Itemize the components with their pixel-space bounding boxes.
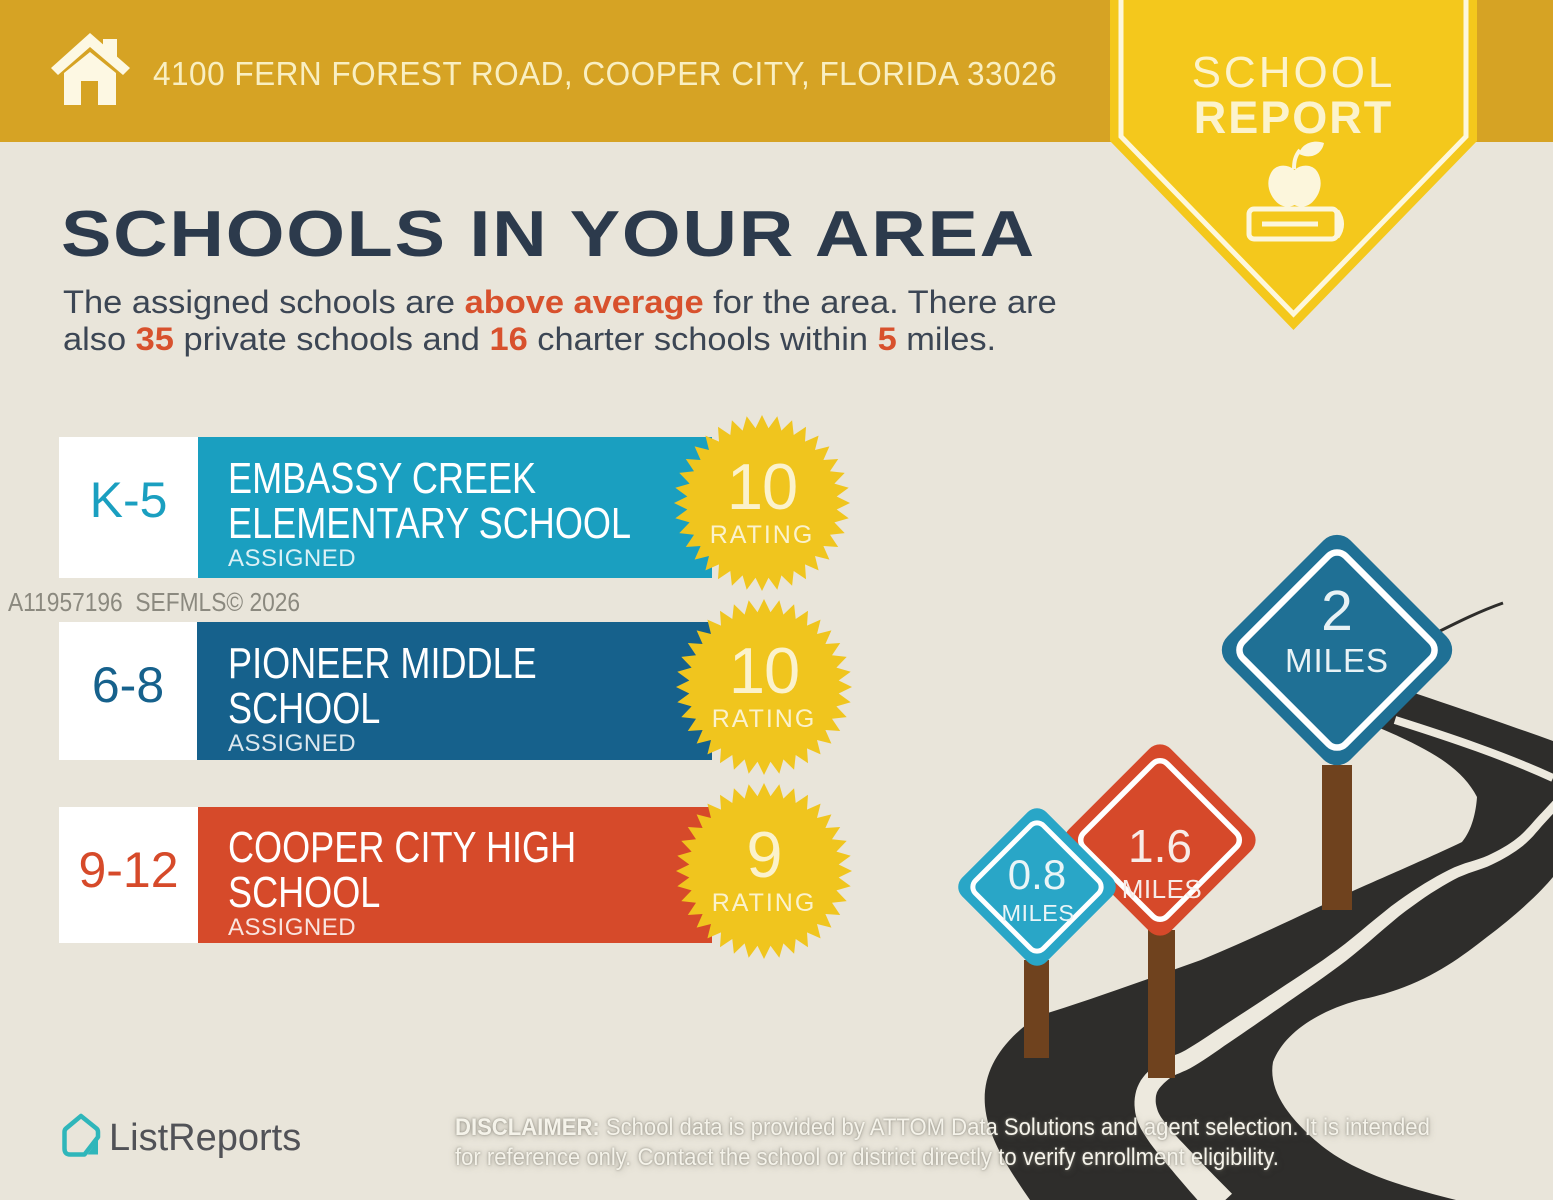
- svg-text:SCHOOL: SCHOOL: [1192, 48, 1396, 97]
- svg-text:MILES: MILES: [1122, 874, 1203, 904]
- svg-text:MILES: MILES: [1285, 642, 1389, 679]
- svg-text:10: 10: [729, 634, 799, 707]
- svg-text:10: 10: [727, 450, 797, 523]
- svg-text:2: 2: [1321, 579, 1353, 643]
- svg-text:9: 9: [746, 818, 781, 891]
- svg-text:RATING: RATING: [712, 705, 817, 733]
- svg-text:MILES: MILES: [1001, 900, 1074, 926]
- svg-text:RATING: RATING: [710, 521, 815, 549]
- svg-text:0.8: 0.8: [1008, 851, 1066, 898]
- svg-text:1.6: 1.6: [1128, 820, 1192, 872]
- svg-text:RATING: RATING: [712, 889, 817, 917]
- svg-text:REPORT: REPORT: [1194, 92, 1394, 143]
